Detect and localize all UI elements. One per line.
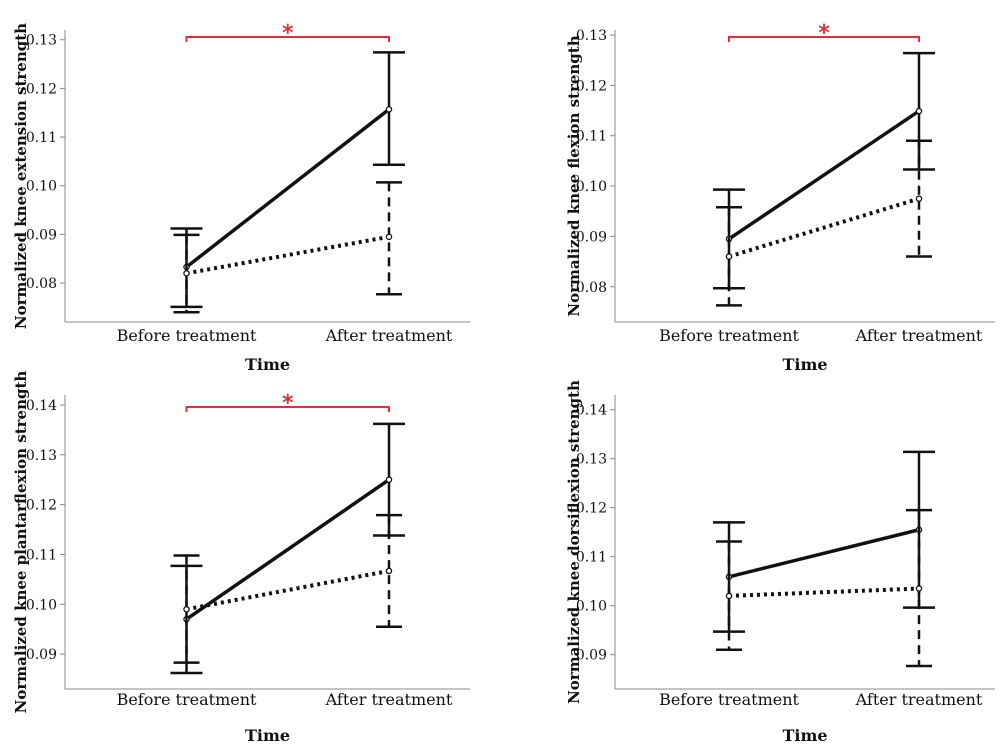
y-tick-label: 0.12: [576, 78, 607, 94]
chart-panel-2: 0.08 0.09 0.10 0.11 0.12 0.13 Before treatment…: [565, 21, 995, 374]
y-tick-label: 0.11: [26, 130, 57, 146]
y-tick-label: 0.12: [576, 501, 607, 517]
data-point: [915, 195, 923, 202]
y-tick-label: 0.10: [576, 179, 607, 195]
y-tick-label: 0.10: [26, 597, 57, 613]
data-point: [915, 107, 923, 115]
x-category-label: After treatment: [855, 690, 983, 709]
y-tick-label: 0.13: [26, 33, 57, 49]
y-axis-title: Normalized knee extension strength: [12, 23, 30, 329]
data-point: [385, 233, 393, 241]
x-category-label: Before treatment: [117, 326, 257, 345]
significance-bracket: [185, 36, 390, 42]
series-line-dotted: [186, 568, 390, 612]
y-tick-label: 0.08: [26, 276, 57, 292]
y-tick-label: 0.13: [576, 28, 607, 44]
x-category-label: Before treatment: [117, 690, 257, 709]
data-point: [915, 585, 923, 592]
significance-bracket: [185, 406, 390, 412]
y-axis-title: Normalized knee plantarflexion strength: [12, 371, 30, 714]
x-category-label: After treatment: [325, 326, 453, 345]
chart-panel-3: 0.09 0.10 0.11 0.12 0.13 0.14 Before treatment…: [12, 371, 470, 745]
series-line-solid: [728, 109, 920, 241]
data-point: [725, 253, 733, 260]
y-tick-label: 0.09: [26, 647, 57, 663]
data-point: [385, 476, 393, 483]
x-axis-title: Time: [782, 355, 827, 374]
chart-panel-4: 0.09 0.10 0.11 0.12 0.13 0.14 Before treatment…: [565, 380, 995, 745]
x-category-label: Before treatment: [659, 690, 799, 709]
y-tick-label: 0.13: [576, 452, 607, 468]
series-line-solid: [185, 107, 391, 269]
data-point: [725, 592, 733, 600]
data-point: [183, 270, 190, 277]
y-tick-label: 0.10: [576, 599, 607, 615]
y-tick-label: 0.14: [26, 398, 57, 414]
significance-star: *: [282, 21, 294, 46]
y-tick-label: 0.10: [26, 179, 57, 195]
y-tick-label: 0.11: [576, 129, 607, 145]
series-line-dotted: [728, 196, 920, 259]
series-line-solid: [728, 528, 920, 579]
chart-panel-1: 0.08 0.09 0.10 0.11 0.12 0.13 Before treatment…: [12, 21, 470, 374]
series-line-solid: [185, 478, 390, 621]
significance-star: *: [282, 391, 294, 416]
x-axis-title: Time: [782, 726, 827, 745]
data-point: [183, 606, 190, 613]
significance-bracket: [728, 36, 920, 42]
y-tick-label: 0.12: [26, 498, 57, 514]
y-tick-label: 0.09: [576, 229, 607, 245]
y-tick-label: 0.11: [576, 550, 607, 566]
series-line-dotted: [728, 586, 920, 598]
y-tick-label: 0.11: [26, 547, 57, 563]
x-category-label: After treatment: [325, 690, 453, 709]
y-axis-title: Normalized knee flexion strength: [565, 35, 583, 316]
data-point: [385, 106, 393, 113]
x-axis-title: Time: [245, 355, 290, 374]
y-axis-title: Normalized knee dorsiflexion strength: [565, 380, 583, 704]
x-category-label: Before treatment: [659, 326, 799, 345]
x-axis-title: Time: [245, 726, 290, 745]
y-tick-label: 0.08: [576, 280, 607, 296]
y-tick-label: 0.14: [576, 403, 607, 419]
data-point: [385, 567, 393, 575]
x-category-label: After treatment: [855, 326, 983, 345]
y-tick-label: 0.09: [576, 648, 607, 664]
significance-star: *: [818, 21, 830, 46]
y-tick-label: 0.12: [26, 81, 57, 97]
y-tick-label: 0.09: [26, 227, 57, 243]
y-tick-label: 0.13: [26, 448, 57, 464]
